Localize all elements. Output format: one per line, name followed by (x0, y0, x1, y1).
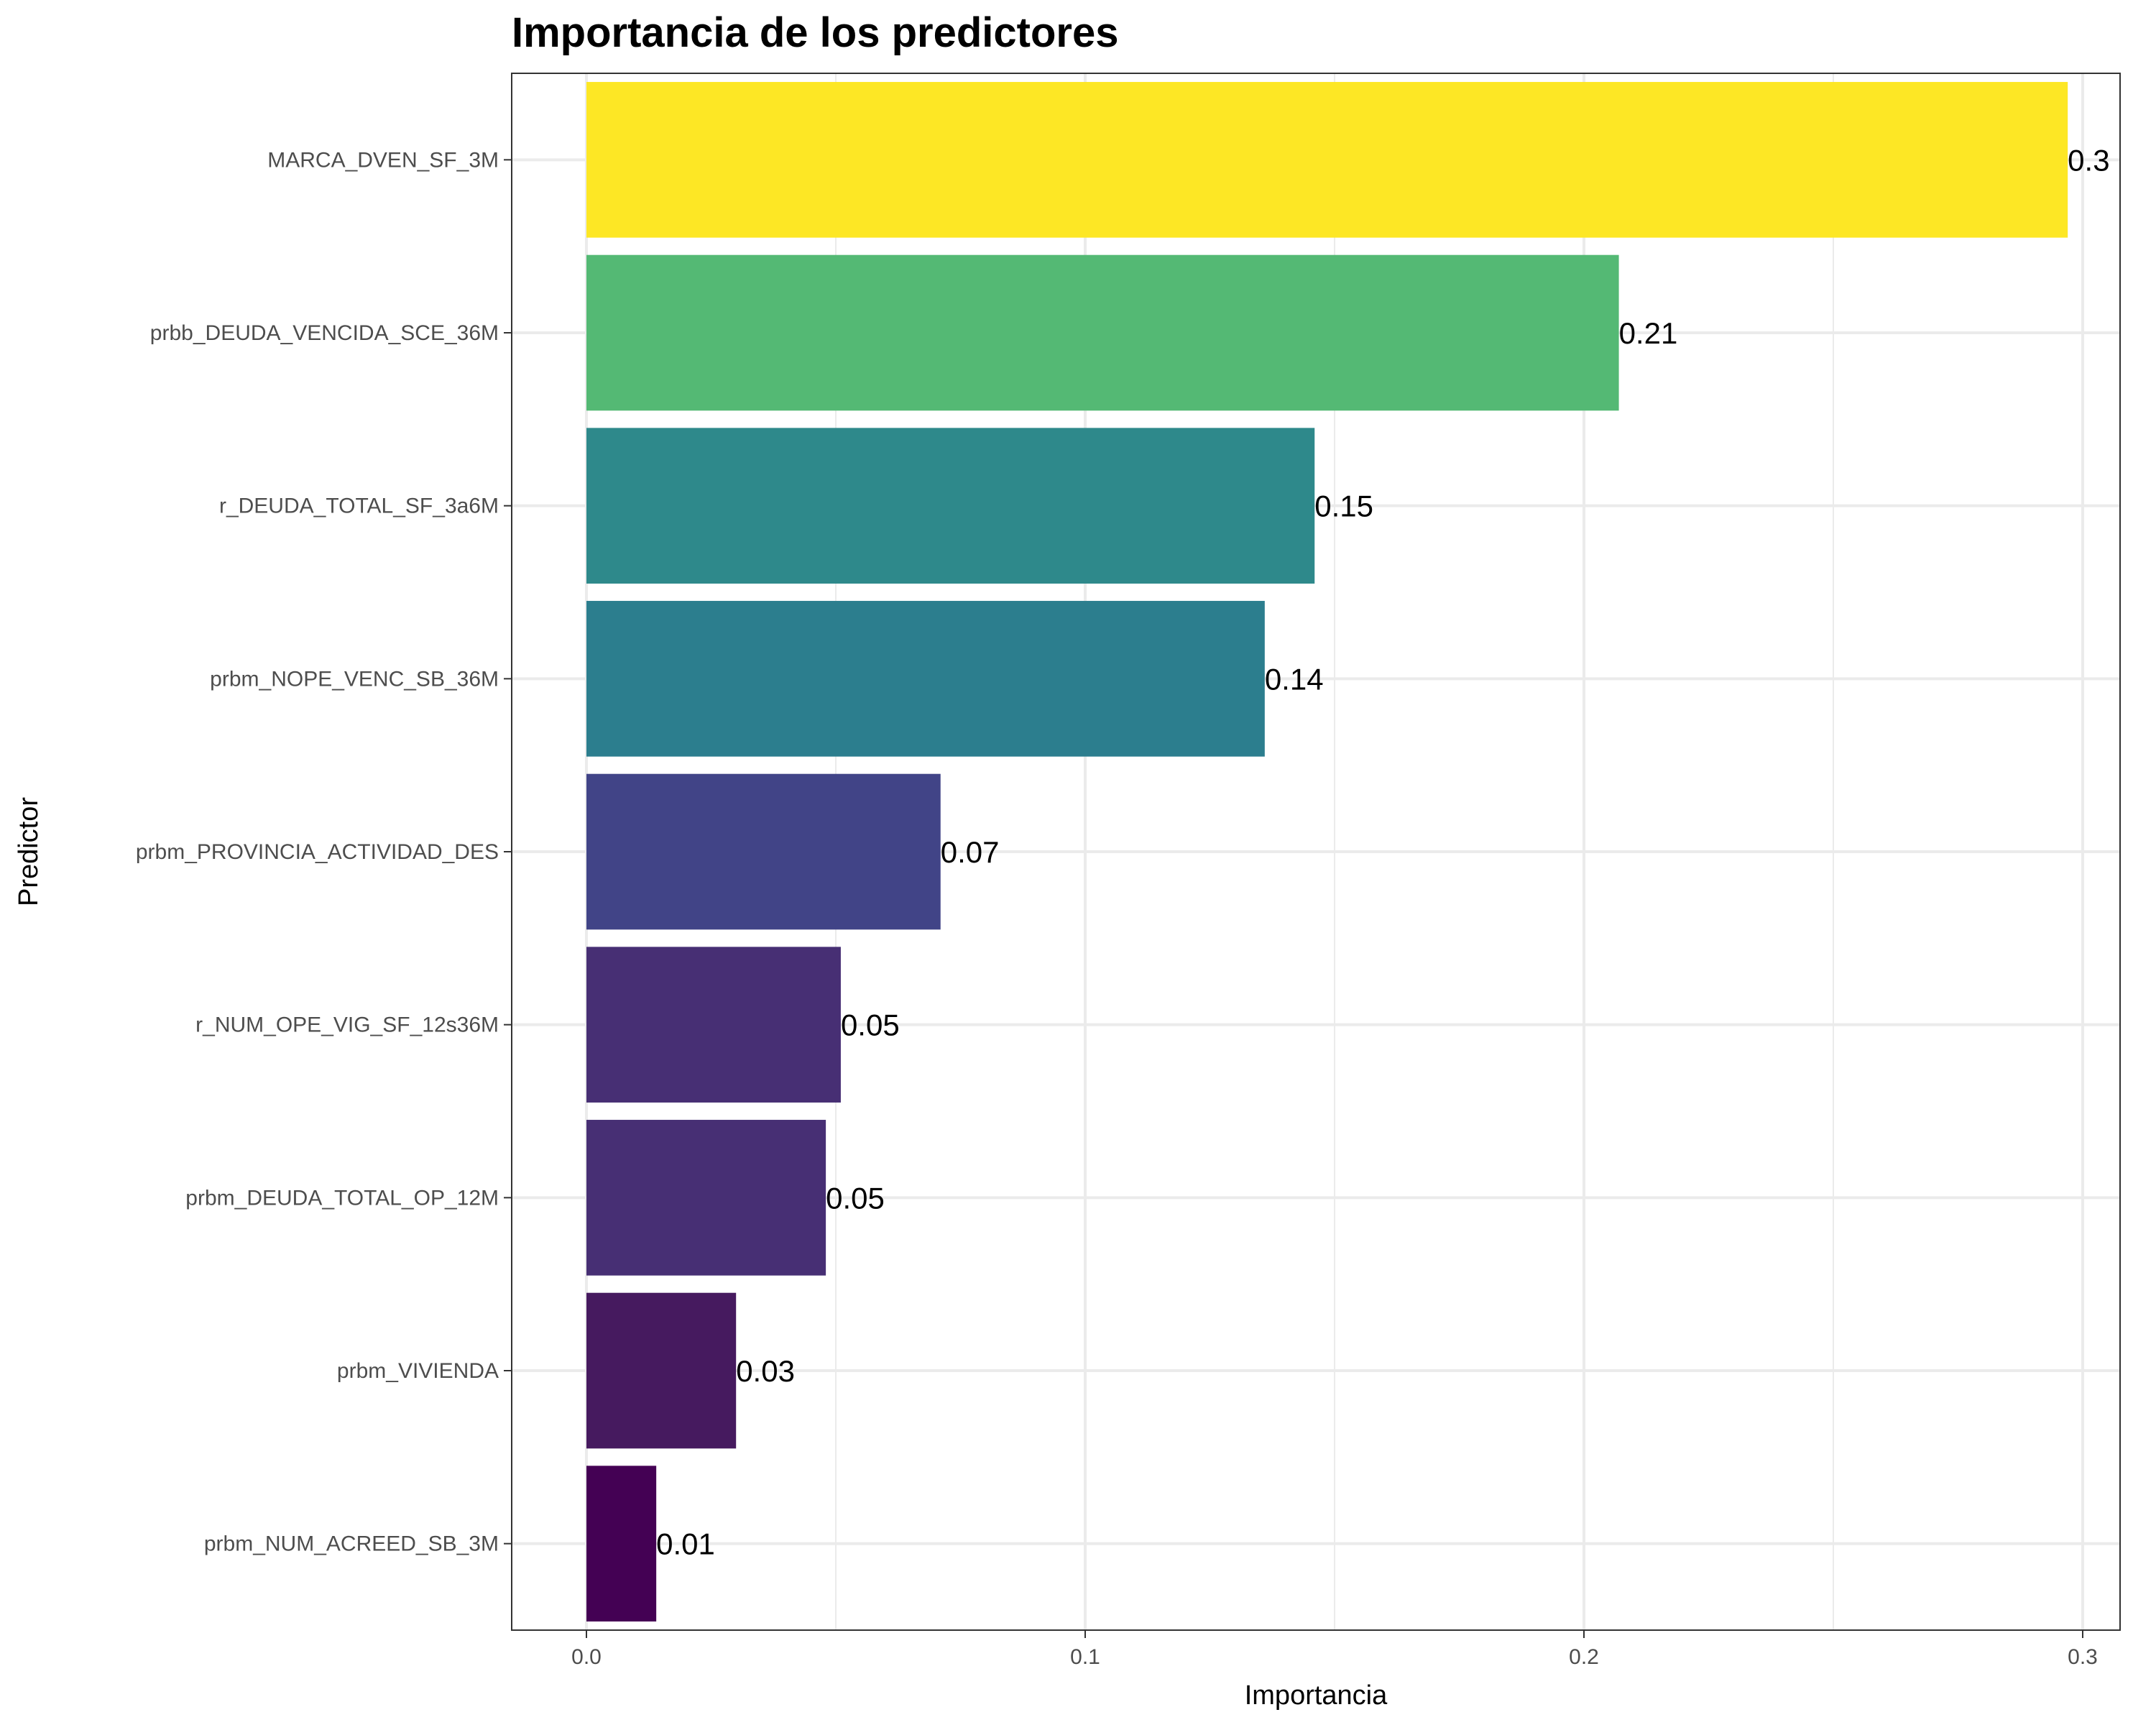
y-tick-label: MARCA_DVEN_SF_3M (267, 148, 499, 172)
x-axis-title: Importancia (1245, 1680, 1388, 1711)
bar-value-label: 0.21 (1619, 316, 1678, 350)
bar-value-label: 0.15 (1314, 489, 1373, 523)
x-tick-label: 0.2 (1569, 1645, 1599, 1669)
panel-border (511, 73, 2121, 1631)
bar (586, 254, 1619, 411)
y-tick-label: prbm_PROVINCIA_ACTIVIDAD_DES (136, 840, 499, 864)
y-tick-label: prbm_DEUDA_TOTAL_OP_12M (185, 1186, 499, 1210)
bar-value-label: 0.05 (841, 1008, 900, 1042)
y-tick-label: prbm_NUM_ACREED_SB_3M (204, 1532, 499, 1556)
bar-value-label: 0.3 (2068, 143, 2109, 177)
bar (586, 1466, 657, 1622)
bar (586, 1292, 737, 1449)
bar-value-label: 0.14 (1265, 662, 1324, 696)
bar (586, 1120, 826, 1276)
bar (586, 428, 1315, 584)
bar (586, 601, 1265, 757)
chart-title: Importancia de los predictores (512, 9, 1118, 56)
y-axis: MARCA_DVEN_SF_3M prbb_DEUDA_VENCIDA_SCE_3… (136, 148, 512, 1556)
bar-value-label: 0.01 (656, 1527, 715, 1561)
bar-value-label: 0.05 (826, 1181, 885, 1215)
y-tick-label: prbm_NOPE_VENC_SB_36M (210, 667, 499, 691)
y-tick-label: prbm_VIVIENDA (337, 1359, 499, 1383)
bars-layer (586, 82, 2068, 1622)
bar (586, 773, 941, 930)
y-tick-label: prbb_DEUDA_VENCIDA_SCE_36M (150, 321, 499, 345)
y-tick-label: r_NUM_OPE_VIG_SF_12s36M (195, 1013, 499, 1037)
x-tick-label: 0.3 (2068, 1645, 2098, 1669)
bar-value-label: 0.03 (736, 1354, 795, 1388)
bar-value-label: 0.07 (941, 835, 1000, 869)
y-tick-label: r_DEUDA_TOTAL_SF_3a6M (219, 494, 499, 518)
x-tick-label: 0.0 (571, 1645, 602, 1669)
bar (586, 82, 2068, 238)
x-tick-label: 0.1 (1070, 1645, 1100, 1669)
value-labels-layer: 0.3 0.21 0.15 0.14 0.07 0.05 0.05 0.03 0.01 (656, 143, 2109, 1560)
bar (586, 947, 841, 1103)
y-axis-title: Predictor (14, 797, 44, 906)
x-axis: 0.0 0.1 0.2 0.3 (571, 1630, 2098, 1669)
